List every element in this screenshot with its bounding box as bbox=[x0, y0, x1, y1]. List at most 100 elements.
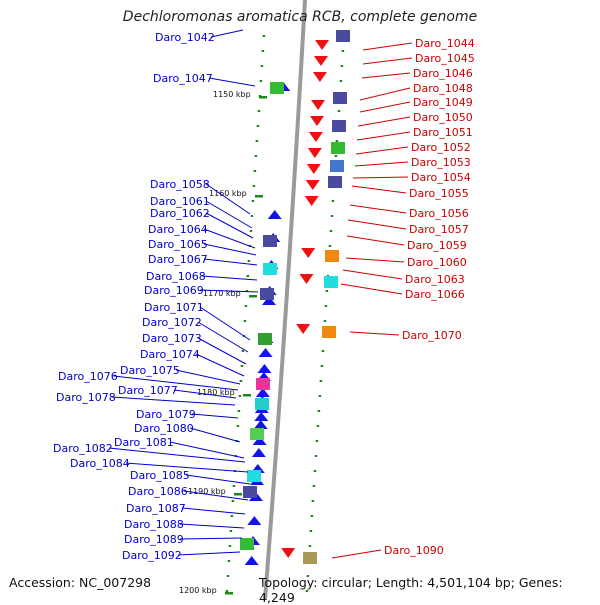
kbp-tick bbox=[249, 295, 257, 298]
right-leader-line bbox=[359, 87, 411, 101]
inner-tick bbox=[238, 395, 242, 397]
right-leader-line bbox=[349, 204, 407, 214]
left-gene-label: Daro_1092 bbox=[122, 549, 182, 562]
outer-tick bbox=[305, 590, 309, 592]
left-leader-line bbox=[199, 289, 259, 293]
left-gene-label: Daro_1081 bbox=[114, 436, 174, 449]
forward-gene-block bbox=[263, 263, 277, 275]
forward-gene-arrow bbox=[254, 412, 269, 421]
left-gene-label: Daro_1080 bbox=[134, 422, 194, 435]
forward-gene-block bbox=[247, 470, 261, 482]
outer-tick bbox=[331, 200, 335, 202]
right-leader-line bbox=[331, 549, 382, 559]
genome-backbone bbox=[263, 0, 307, 601]
outer-tick bbox=[311, 500, 315, 502]
kbp-marker-label: 1150 kbp bbox=[213, 90, 251, 99]
reverse-gene-arrow bbox=[301, 248, 316, 258]
outer-tick bbox=[328, 245, 332, 247]
right-gene-label: Daro_1056 bbox=[409, 207, 469, 220]
right-leader-line bbox=[342, 269, 403, 280]
forward-gene-arrow bbox=[251, 448, 266, 457]
forward-gene-arrow bbox=[253, 420, 268, 429]
right-leader-line bbox=[361, 72, 411, 79]
outer-tick bbox=[317, 410, 321, 412]
right-leader-line bbox=[359, 101, 411, 113]
accession-text: Accession: NC_007298 bbox=[9, 575, 152, 590]
left-gene-label: Daro_1068 bbox=[146, 270, 206, 283]
left-leader-line bbox=[177, 551, 241, 556]
left-leader-line bbox=[208, 77, 256, 87]
right-gene-label: Daro_1052 bbox=[411, 141, 471, 154]
left-leader-line bbox=[203, 228, 256, 249]
forward-gene-block bbox=[270, 82, 284, 94]
right-gene-label: Daro_1051 bbox=[413, 126, 473, 139]
forward-gene-block bbox=[260, 288, 274, 300]
reverse-gene-arrow bbox=[311, 100, 326, 110]
outer-tick bbox=[314, 455, 318, 457]
forward-gene-arrow bbox=[257, 364, 272, 373]
right-leader-line bbox=[351, 185, 407, 194]
inner-tick bbox=[231, 500, 235, 502]
left-gene-label: Daro_1061 bbox=[150, 195, 210, 208]
right-gene-label: Daro_1063 bbox=[405, 273, 465, 286]
inner-tick bbox=[241, 350, 245, 352]
left-gene-label: Daro_1064 bbox=[148, 223, 208, 236]
left-leader-line bbox=[203, 258, 258, 266]
outer-tick bbox=[309, 530, 313, 532]
outer-tick bbox=[340, 65, 344, 67]
outer-tick bbox=[341, 50, 345, 52]
right-gene-label: Daro_1070 bbox=[402, 329, 462, 342]
right-leader-line bbox=[349, 331, 400, 336]
outer-tick bbox=[313, 470, 317, 472]
kbp-marker-label: 1170 kbp bbox=[203, 289, 241, 298]
outer-tick bbox=[315, 440, 319, 442]
left-gene-label: Daro_1089 bbox=[124, 533, 184, 546]
left-gene-label: Daro_1084 bbox=[70, 457, 130, 470]
kbp-marker-label: 1200 kbp bbox=[179, 586, 217, 595]
inner-tick bbox=[259, 80, 263, 82]
kbp-tick bbox=[225, 592, 233, 595]
inner-tick bbox=[227, 560, 231, 562]
left-leader-line bbox=[203, 243, 257, 256]
forward-gene-arrow bbox=[262, 296, 276, 305]
inner-tick bbox=[260, 65, 264, 67]
left-gene-label: Daro_1082 bbox=[53, 442, 113, 455]
reverse-gene-arrow bbox=[281, 548, 296, 558]
inner-tick bbox=[245, 290, 249, 292]
inner-tick bbox=[256, 125, 260, 127]
right-gene-label: Daro_1090 bbox=[384, 544, 444, 557]
reverse-gene-block bbox=[325, 250, 339, 262]
left-gene-label: Daro_1075 bbox=[120, 364, 180, 377]
reverse-gene-arrow bbox=[312, 72, 327, 82]
left-gene-label: Daro_1085 bbox=[130, 469, 190, 482]
kbp-marker-label: 1160 kbp bbox=[209, 189, 247, 198]
outer-tick bbox=[339, 80, 343, 82]
left-gene-label: Daro_1077 bbox=[118, 384, 178, 397]
inner-tick bbox=[246, 275, 250, 277]
reverse-gene-arrow bbox=[307, 148, 322, 158]
reverse-gene-arrow bbox=[305, 180, 320, 190]
outer-tick bbox=[319, 380, 323, 382]
right-leader-line bbox=[346, 235, 405, 246]
inner-tick bbox=[244, 305, 248, 307]
left-leader-line bbox=[201, 275, 258, 281]
outer-tick bbox=[306, 575, 310, 577]
inner-tick bbox=[239, 380, 243, 382]
left-leader-line bbox=[179, 523, 245, 529]
right-leader-line bbox=[362, 57, 413, 65]
inner-tick bbox=[252, 185, 256, 187]
right-leader-line bbox=[357, 116, 411, 127]
outer-tick bbox=[321, 350, 325, 352]
left-gene-label: Daro_1065 bbox=[148, 238, 208, 251]
genome-title: Dechloromonas aromatica RCB, complete ge… bbox=[122, 9, 478, 25]
reverse-gene-arrow bbox=[299, 274, 314, 284]
right-leader-line bbox=[354, 161, 409, 167]
right-gene-label: Daro_1050 bbox=[413, 111, 473, 124]
left-leader-line bbox=[125, 462, 249, 473]
inner-tick bbox=[250, 215, 254, 217]
inner-tick bbox=[251, 200, 255, 202]
right-gene-label: Daro_1060 bbox=[407, 256, 467, 269]
left-gene-label: Daro_1086 bbox=[128, 485, 188, 498]
forward-gene-arrow bbox=[244, 556, 259, 565]
